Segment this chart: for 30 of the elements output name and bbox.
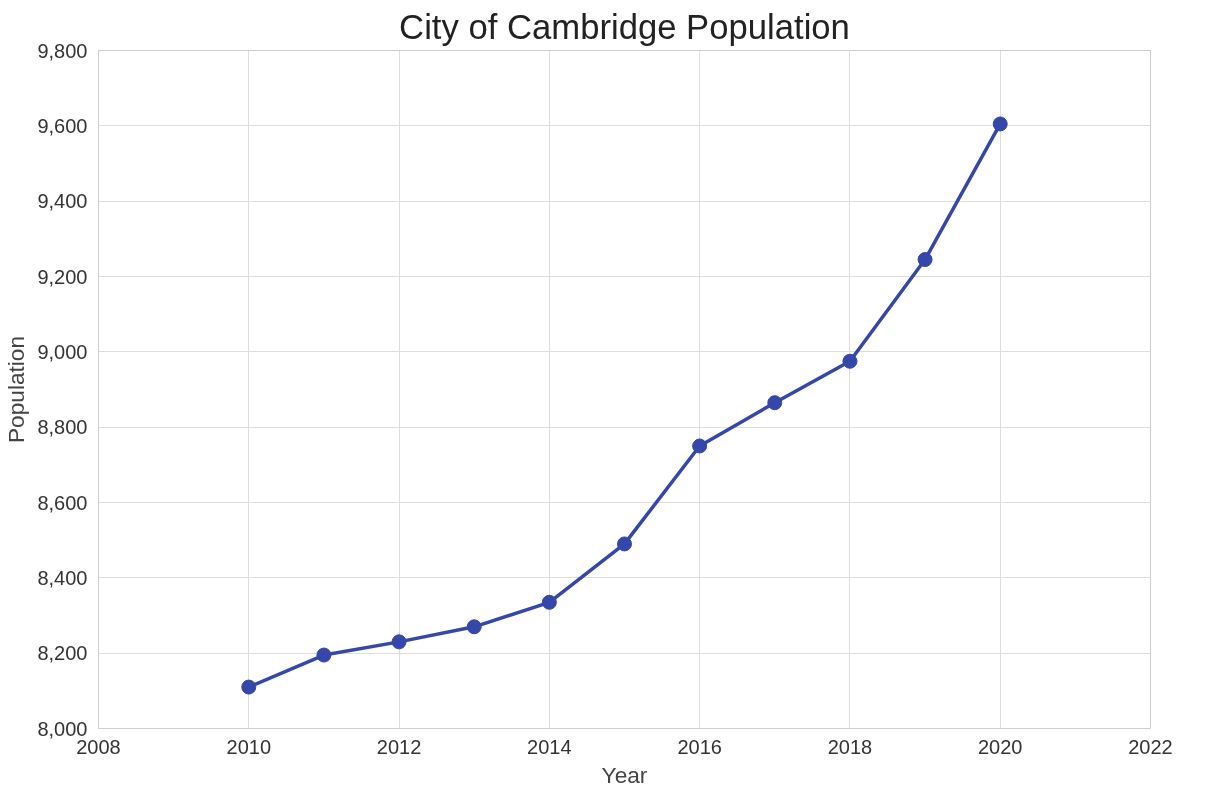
point <box>541 594 557 610</box>
y-tick-label: 9,000 <box>37 340 88 363</box>
y-axis-title: Population <box>3 335 30 444</box>
point <box>391 634 407 650</box>
point <box>842 353 858 369</box>
y-tick-label: 9,400 <box>37 190 88 213</box>
x-tick-label: 2018 <box>827 735 873 758</box>
y-tick-label: 9,600 <box>37 114 88 137</box>
x-tick-label: 2014 <box>527 735 572 758</box>
x-tick-label: 2016 <box>677 735 722 758</box>
point <box>617 536 632 552</box>
point <box>767 395 783 411</box>
y-tick-label: 8,200 <box>37 642 88 665</box>
y-tick-label: 9,200 <box>37 265 88 288</box>
point <box>692 438 708 454</box>
x-tick-label: 2012 <box>376 735 422 758</box>
point <box>917 252 933 268</box>
chart-title: City of Cambridge Population <box>399 7 850 46</box>
x-tick-label: 2010 <box>226 735 272 758</box>
point <box>241 679 257 695</box>
y-tick-label: 8,600 <box>37 491 88 514</box>
x-tick-label: 2020 <box>977 735 1023 758</box>
y-tick-label: 8,800 <box>37 416 88 439</box>
point <box>466 619 482 635</box>
x-axis-title: Year <box>601 761 648 788</box>
point <box>992 116 1008 132</box>
x-tick-label: 2022 <box>1128 735 1173 758</box>
y-tick-label: 8,400 <box>37 566 88 589</box>
point <box>316 647 332 663</box>
y-tick-label: 9,800 <box>37 39 88 62</box>
